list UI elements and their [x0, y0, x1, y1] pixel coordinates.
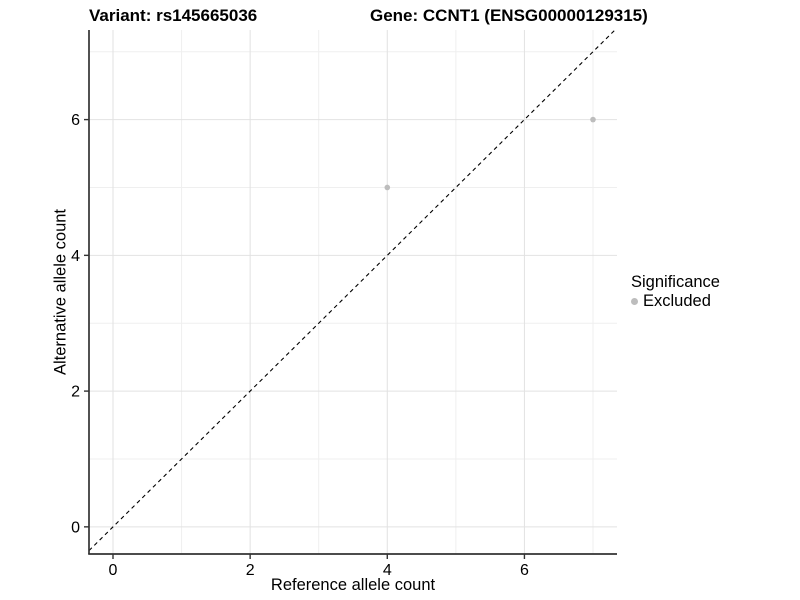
data-point — [384, 184, 391, 191]
x-tick-label: 4 — [383, 562, 392, 579]
legend-point-icon — [631, 298, 638, 305]
y-tick-label: 6 — [71, 112, 80, 129]
legend: Significance Excluded — [631, 273, 720, 311]
x-tick-label: 2 — [246, 562, 255, 579]
y-tick-label: 0 — [71, 519, 80, 536]
y-tick-label: 2 — [71, 384, 80, 401]
identity-dashed-line — [88, 29, 616, 551]
y-tick-label: 4 — [71, 248, 80, 265]
plot-title-gene: Gene: CCNT1 (ENSG00000129315) — [370, 6, 648, 25]
legend-item-excluded: Excluded — [631, 292, 720, 311]
plot-title-variant: Variant: rs145665036 — [89, 6, 258, 25]
x-tick-label: 6 — [520, 562, 529, 579]
x-axis-title: Reference allele count — [270, 576, 436, 594]
x-tick-label: 0 — [109, 562, 118, 579]
legend-item-label: Excluded — [643, 292, 711, 310]
data-point — [590, 116, 596, 123]
legend-title: Significance — [631, 273, 720, 291]
